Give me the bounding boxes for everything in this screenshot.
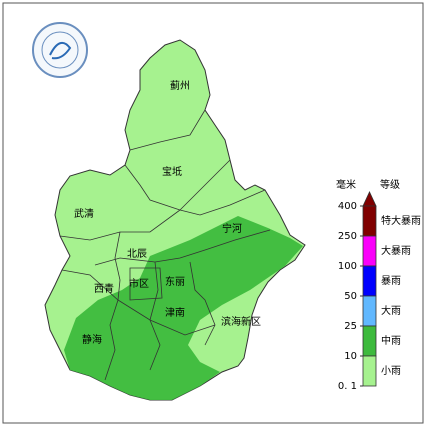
legend-swatch [362, 295, 377, 327]
district-label: 市区 [129, 277, 149, 290]
district-label: 东丽 [165, 275, 185, 288]
legend-tick-label: 250 [338, 231, 357, 242]
legend-label: 特大暴雨 [381, 214, 421, 227]
district-label: 宁河 [222, 222, 242, 235]
legend-tick-label: 100 [338, 261, 357, 272]
legend-label: 大暴雨 [381, 244, 411, 257]
legend-tick-label: 25 [344, 321, 357, 332]
legend-tick-label: 10 [344, 351, 357, 362]
district-label: 静海 [82, 333, 102, 346]
district-borders [59, 109, 271, 381]
district-label: 武清 [74, 207, 94, 220]
legend-label: 大雨 [381, 304, 401, 317]
legend-tick-label: 50 [344, 291, 357, 302]
legend-label: 暴雨 [381, 275, 401, 287]
district-label: 蓟州 [170, 79, 190, 92]
legend-swatch [362, 235, 377, 267]
legend-tick-label: 0. 1 [338, 381, 357, 392]
legend-unit: 毫米 [336, 178, 356, 191]
legend-swatch [362, 205, 377, 237]
legend-swatch [362, 355, 377, 387]
district-label: 宝坻 [162, 165, 182, 178]
district-label: 西青 [94, 282, 114, 295]
district-label: 津南 [165, 306, 185, 319]
legend-label: 小雨 [381, 365, 401, 377]
legend-label: 中雨 [381, 334, 401, 347]
legend-swatch [362, 265, 377, 297]
legend-tick-label: 400 [338, 201, 357, 212]
district-label: 北辰 [127, 248, 147, 260]
heavy-rain-area [64, 216, 303, 400]
logo [32, 22, 88, 78]
legend-grade: 等级 [380, 178, 400, 191]
legend-swatch [362, 325, 377, 357]
district-label: 滨海新区 [221, 315, 261, 328]
